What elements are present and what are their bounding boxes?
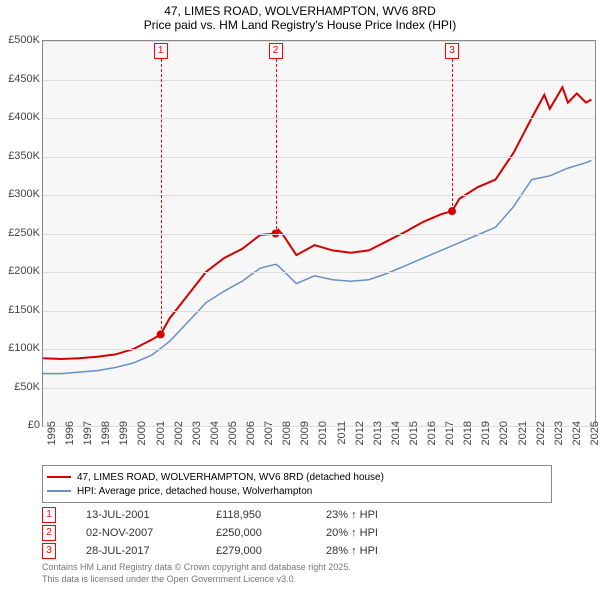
legend-item: 47, LIMES ROAD, WOLVERHAMPTON, WV6 8RD (… bbox=[47, 470, 547, 484]
x-axis-label: 1997 bbox=[82, 421, 94, 461]
x-axis-label: 2019 bbox=[480, 421, 492, 461]
x-axis-label: 2004 bbox=[209, 421, 221, 461]
footer: Contains HM Land Registry data © Crown c… bbox=[42, 562, 351, 585]
x-axis-label: 2000 bbox=[136, 421, 148, 461]
sales-table-row: 2 02-NOV-2007£250,00020% ↑ HPI bbox=[42, 524, 446, 542]
marker-line bbox=[452, 59, 453, 211]
marker-line bbox=[161, 59, 162, 334]
gridline bbox=[43, 41, 595, 42]
legend-item: HPI: Average price, detached house, Wolv… bbox=[47, 484, 547, 498]
row-pct: 23% ↑ HPI bbox=[326, 509, 446, 521]
row-marker: 1 bbox=[42, 507, 56, 523]
x-axis-label: 2015 bbox=[408, 421, 420, 461]
footer-line2: This data is licensed under the Open Gov… bbox=[42, 574, 351, 586]
row-price: £250,000 bbox=[216, 527, 326, 539]
y-axis-label: £400K bbox=[0, 111, 40, 123]
chart-title: 47, LIMES ROAD, WOLVERHAMPTON, WV6 8RD P… bbox=[0, 0, 600, 32]
y-axis-label: £500K bbox=[0, 34, 40, 46]
x-axis-label: 2009 bbox=[299, 421, 311, 461]
sale-marker-number: 1 bbox=[154, 43, 168, 59]
y-axis-label: £0 bbox=[0, 419, 40, 431]
x-axis-label: 2008 bbox=[281, 421, 293, 461]
row-pct: 28% ↑ HPI bbox=[326, 545, 446, 557]
x-axis-label: 2025 bbox=[589, 421, 600, 461]
x-axis-label: 2020 bbox=[498, 421, 510, 461]
sale-marker-number: 3 bbox=[445, 43, 459, 59]
y-axis-label: £350K bbox=[0, 150, 40, 162]
x-axis-label: 1999 bbox=[118, 421, 130, 461]
x-axis-label: 2018 bbox=[462, 421, 474, 461]
marker-line bbox=[276, 59, 277, 234]
x-axis-label: 2022 bbox=[535, 421, 547, 461]
x-axis-label: 2002 bbox=[173, 421, 185, 461]
x-axis-label: 2023 bbox=[553, 421, 565, 461]
gridline bbox=[43, 349, 595, 350]
sales-table-row: 1 13-JUL-2001£118,95023% ↑ HPI bbox=[42, 506, 446, 524]
legend-label: 47, LIMES ROAD, WOLVERHAMPTON, WV6 8RD (… bbox=[77, 472, 384, 483]
x-axis-label: 2011 bbox=[336, 421, 348, 461]
legend-swatch bbox=[47, 490, 71, 492]
row-date: 02-NOV-2007 bbox=[86, 527, 216, 539]
row-price: £118,950 bbox=[216, 509, 326, 521]
x-axis-label: 2013 bbox=[372, 421, 384, 461]
gridline bbox=[43, 118, 595, 119]
y-axis-label: £450K bbox=[0, 73, 40, 85]
sales-table-row: 3 28-JUL-2017£279,00028% ↑ HPI bbox=[42, 542, 446, 560]
y-axis-label: £250K bbox=[0, 227, 40, 239]
gridline bbox=[43, 234, 595, 235]
sale-marker-number: 2 bbox=[269, 43, 283, 59]
row-date: 28-JUL-2017 bbox=[86, 545, 216, 557]
sales-table: 1 13-JUL-2001£118,95023% ↑ HPI 2 02-NOV-200… bbox=[42, 506, 446, 560]
y-axis-label: £50K bbox=[0, 381, 40, 393]
x-axis-label: 2005 bbox=[227, 421, 239, 461]
gridline bbox=[43, 388, 595, 389]
gridline bbox=[43, 272, 595, 273]
legend: 47, LIMES ROAD, WOLVERHAMPTON, WV6 8RD (… bbox=[42, 465, 552, 503]
x-axis-label: 2016 bbox=[426, 421, 438, 461]
x-axis-label: 2017 bbox=[444, 421, 456, 461]
series-line bbox=[43, 160, 591, 373]
legend-swatch bbox=[47, 476, 71, 478]
series-line bbox=[43, 87, 591, 359]
row-date: 13-JUL-2001 bbox=[86, 509, 216, 521]
row-pct: 20% ↑ HPI bbox=[326, 527, 446, 539]
gridline bbox=[43, 311, 595, 312]
y-axis-label: £100K bbox=[0, 342, 40, 354]
row-price: £279,000 bbox=[216, 545, 326, 557]
x-axis-label: 2021 bbox=[517, 421, 529, 461]
x-axis-label: 1996 bbox=[64, 421, 76, 461]
x-axis-label: 2014 bbox=[390, 421, 402, 461]
chart-container: 47, LIMES ROAD, WOLVERHAMPTON, WV6 8RD P… bbox=[0, 0, 600, 590]
x-axis-label: 1998 bbox=[100, 421, 112, 461]
legend-label: HPI: Average price, detached house, Wolv… bbox=[77, 486, 312, 497]
y-axis-label: £300K bbox=[0, 188, 40, 200]
title-line2: Price paid vs. HM Land Registry's House … bbox=[0, 18, 600, 32]
x-axis-label: 2003 bbox=[191, 421, 203, 461]
plot-area: 1 2 3 bbox=[42, 40, 596, 427]
row-marker: 3 bbox=[42, 543, 56, 559]
x-axis-label: 2024 bbox=[571, 421, 583, 461]
x-axis-label: 2010 bbox=[317, 421, 329, 461]
gridline bbox=[43, 195, 595, 196]
title-line1: 47, LIMES ROAD, WOLVERHAMPTON, WV6 8RD bbox=[0, 4, 600, 18]
x-axis-label: 1995 bbox=[46, 421, 58, 461]
gridline bbox=[43, 80, 595, 81]
footer-line1: Contains HM Land Registry data © Crown c… bbox=[42, 562, 351, 574]
y-axis-label: £150K bbox=[0, 304, 40, 316]
x-axis-label: 2007 bbox=[263, 421, 275, 461]
x-axis-label: 2006 bbox=[245, 421, 257, 461]
row-marker: 2 bbox=[42, 525, 56, 541]
y-axis-label: £200K bbox=[0, 265, 40, 277]
x-axis-label: 2012 bbox=[354, 421, 366, 461]
x-axis-label: 2001 bbox=[155, 421, 167, 461]
gridline bbox=[43, 157, 595, 158]
